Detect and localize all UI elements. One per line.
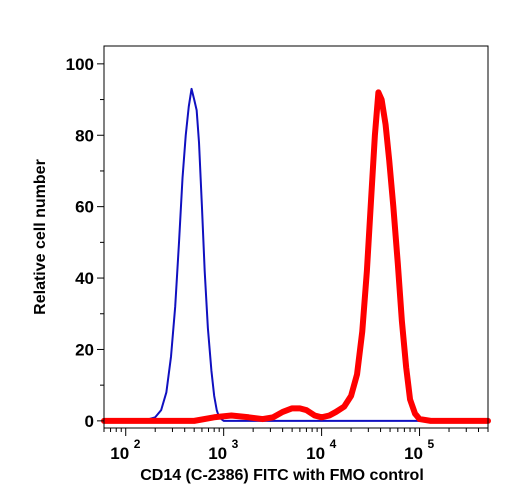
x-tick-exponent: 3 <box>232 437 239 451</box>
x-tick-label: 10 <box>306 444 325 463</box>
x-axis: 10 2 10 3 10 4 10 5 <box>103 428 489 463</box>
y-tick-label: 20 <box>75 340 94 359</box>
y-tick-label: 60 <box>75 198 94 217</box>
histogram-series-2 <box>101 89 491 424</box>
x-axis-title: CD14 (C-2386) FITC with FMO control <box>140 467 424 484</box>
x-tick-label: 10 <box>208 444 227 463</box>
y-tick-label: 80 <box>75 126 94 145</box>
plot-frame <box>103 45 489 429</box>
x-tick-exponent: 4 <box>330 437 337 451</box>
x-tick-label: 10 <box>110 444 129 463</box>
x-tick-exponent: 5 <box>428 437 435 451</box>
x-tick-exponent: 2 <box>134 437 141 451</box>
histogram-series-1 <box>103 87 489 422</box>
y-axis-title: Relative cell number <box>32 159 49 315</box>
y-tick-label: 100 <box>66 55 94 74</box>
y-tick-label: 0 <box>85 412 94 431</box>
y-tick-label: 40 <box>75 269 94 288</box>
x-tick-label: 10 <box>404 444 423 463</box>
series-layer <box>101 87 491 424</box>
y-axis: 0 20 40 60 80 100 <box>66 55 104 431</box>
